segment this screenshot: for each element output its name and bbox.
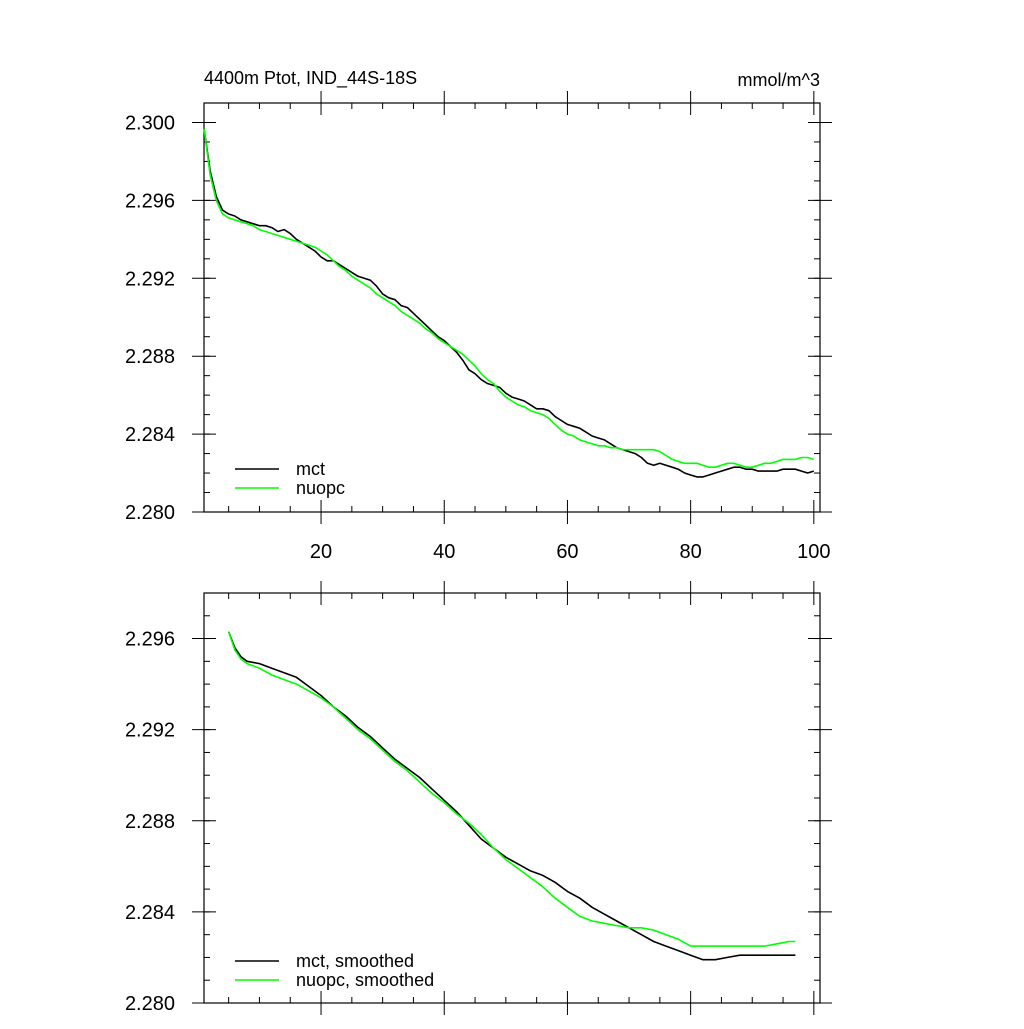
bottom-legend-label: nuopc, smoothed (296, 970, 434, 990)
top-panel: 4400m Ptot, IND_44S-18S mmol/m^3 2.2802.… (125, 68, 832, 563)
bottom-series-mct-smoothed (227, 631, 796, 961)
top-y-tick-label: 2.300 (125, 112, 175, 134)
bottom-y-tick-label: 2.280 (125, 993, 175, 1015)
bottom-y-tick-label: 2.288 (125, 811, 175, 833)
top-x-tick-label: 80 (680, 541, 702, 563)
bottom-tick-group: 2.280 2.284 2.288 2.292 2.296 (125, 581, 832, 1015)
top-plot-frame (203, 102, 821, 513)
bottom-y-tick-label: 2.292 (125, 720, 175, 742)
bottom-series-nuopc-smoothed (227, 631, 796, 947)
top-y-tick-label: 2.296 (125, 190, 175, 212)
bottom-y-tick-label: 2.296 (125, 629, 175, 651)
bottom-panel: 2.280 2.284 2.288 2.292 2.296 mct, smoothedn… (125, 581, 832, 1015)
top-y-tick-label: 2.292 (125, 268, 175, 290)
bottom-y-tick-label: 2.284 (125, 902, 175, 924)
top-y-tick-label: 2.288 (125, 346, 175, 368)
top-series-nuopc (203, 128, 815, 468)
bottom-plot-frame (203, 592, 821, 1004)
top-x-tick-label: 20 (310, 541, 332, 563)
top-x-tick-label: 60 (556, 541, 578, 563)
top-series-group (203, 128, 815, 478)
bottom-legend-label: mct, smoothed (296, 951, 414, 971)
top-x-tick-label: 100 (797, 541, 830, 563)
top-chart-units: mmol/m^3 (738, 70, 820, 90)
top-chart-title: 4400m Ptot, IND_44S-18S (204, 68, 417, 89)
top-y-tick-label: 2.284 (125, 424, 175, 446)
top-legend-label: mct (296, 459, 325, 479)
top-series-mct (203, 128, 815, 478)
bottom-series-group (227, 631, 796, 961)
top-legend-label: nuopc (296, 478, 345, 498)
top-y-tick-label: 2.280 (125, 502, 175, 524)
top-x-tick-label: 40 (433, 541, 455, 563)
top-tick-group: 2.280 2.284 2.288 2.292 2.296 2.300 20 40 60 80 10… (125, 91, 832, 563)
